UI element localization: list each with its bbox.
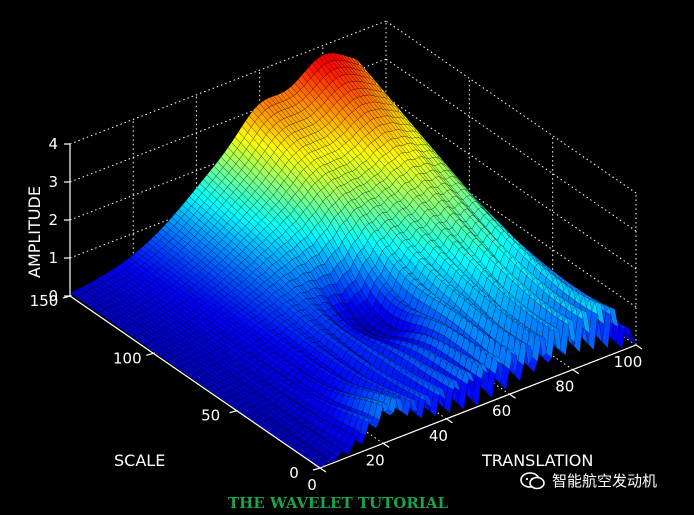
x-axis-title: TRANSLATION xyxy=(481,451,593,470)
wechat-icon xyxy=(520,471,545,489)
z-tick-label: 1 xyxy=(48,249,58,267)
tutorial-caption: THE WAVELET TUTORIAL xyxy=(228,494,448,512)
y-tick-label: 100 xyxy=(113,349,142,367)
y-tick-label: 0 xyxy=(289,464,299,482)
x-axis-line xyxy=(319,344,637,469)
x-tick-label: 20 xyxy=(366,451,385,469)
z-tick-label: 3 xyxy=(48,173,58,191)
y-tick-label: 150 xyxy=(30,292,59,310)
x-tick-label: 100 xyxy=(614,353,643,371)
grid-line xyxy=(385,58,637,232)
x-tick-mark xyxy=(509,393,516,399)
x-tick-label: 80 xyxy=(555,378,574,396)
surface-mesh xyxy=(69,52,637,469)
x-tick-mark xyxy=(635,344,643,350)
z-axis-title: AMPLITUDE xyxy=(25,186,44,278)
watermark: 智能航空发动机 xyxy=(520,470,657,491)
watermark-text: 智能航空发动机 xyxy=(552,472,658,490)
x-tick-label: 0 xyxy=(307,476,317,494)
y-tick-mark xyxy=(229,410,237,414)
grid-line xyxy=(385,96,637,270)
x-tick-mark xyxy=(319,467,327,473)
y-tick-mark xyxy=(312,467,321,471)
x-tick-label: 60 xyxy=(492,402,511,420)
grid-line xyxy=(385,20,637,194)
z-tick-label: 2 xyxy=(48,211,58,229)
x-tick-mark xyxy=(572,369,580,375)
x-tick-mark xyxy=(382,442,390,448)
z-tick-label: 4 xyxy=(48,135,58,153)
z-tick-label: 0 xyxy=(48,287,58,305)
y-tick-label: 50 xyxy=(201,407,220,425)
y-axis-line xyxy=(69,295,321,469)
y-tick-mark xyxy=(146,352,154,356)
y-axis-title: SCALE xyxy=(114,451,165,470)
x-tick-mark xyxy=(446,418,453,424)
x-tick-label: 40 xyxy=(429,427,448,445)
